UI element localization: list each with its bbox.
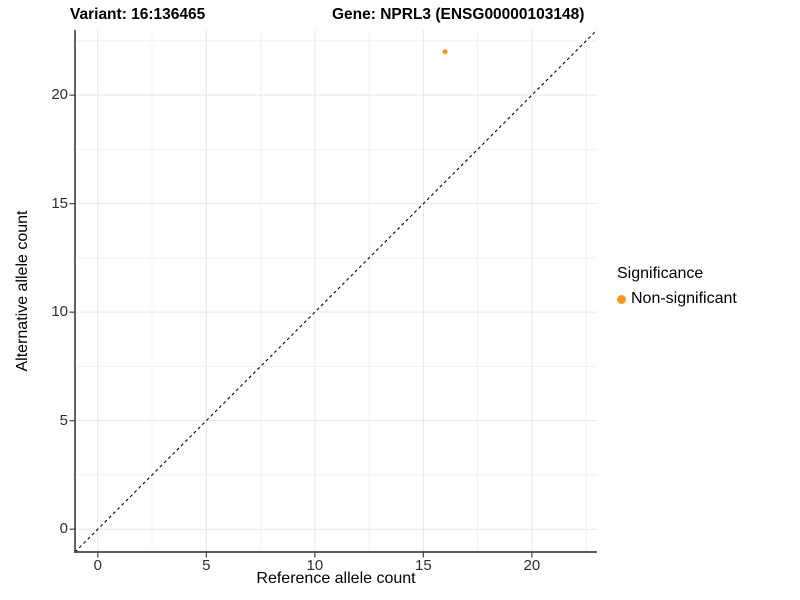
y-tick-label: 10 — [51, 303, 68, 321]
legend-marker-dot — [617, 294, 626, 304]
x-tick-label: 5 — [202, 557, 211, 574]
x-tick-label: 15 — [415, 557, 432, 574]
y-axis-title: Alternative allele count — [14, 210, 31, 372]
y-tick-label: 15 — [51, 194, 68, 212]
data-point — [442, 49, 448, 55]
y-tick-label: 0 — [59, 520, 68, 538]
legend: Significance Non-significant — [617, 265, 737, 308]
x-tick-label: 0 — [93, 557, 102, 574]
legend-item-label: Non-significant — [631, 290, 737, 307]
y-tick-label: 5 — [59, 411, 68, 429]
x-axis-title: Reference allele count — [256, 570, 416, 587]
identity-line — [74, 29, 598, 553]
x-tick-label: 10 — [306, 557, 324, 574]
legend-title: Significance — [617, 265, 704, 282]
plot-title-variant: Variant: 16:136465 — [70, 6, 206, 23]
x-tick-label: 20 — [523, 557, 541, 574]
legend-item-non-significant: Non-significant — [617, 290, 737, 308]
plot-title-gene: Gene: NPRL3 (ENSG00000103148) — [332, 6, 585, 23]
y-tick-label: 20 — [51, 86, 68, 104]
